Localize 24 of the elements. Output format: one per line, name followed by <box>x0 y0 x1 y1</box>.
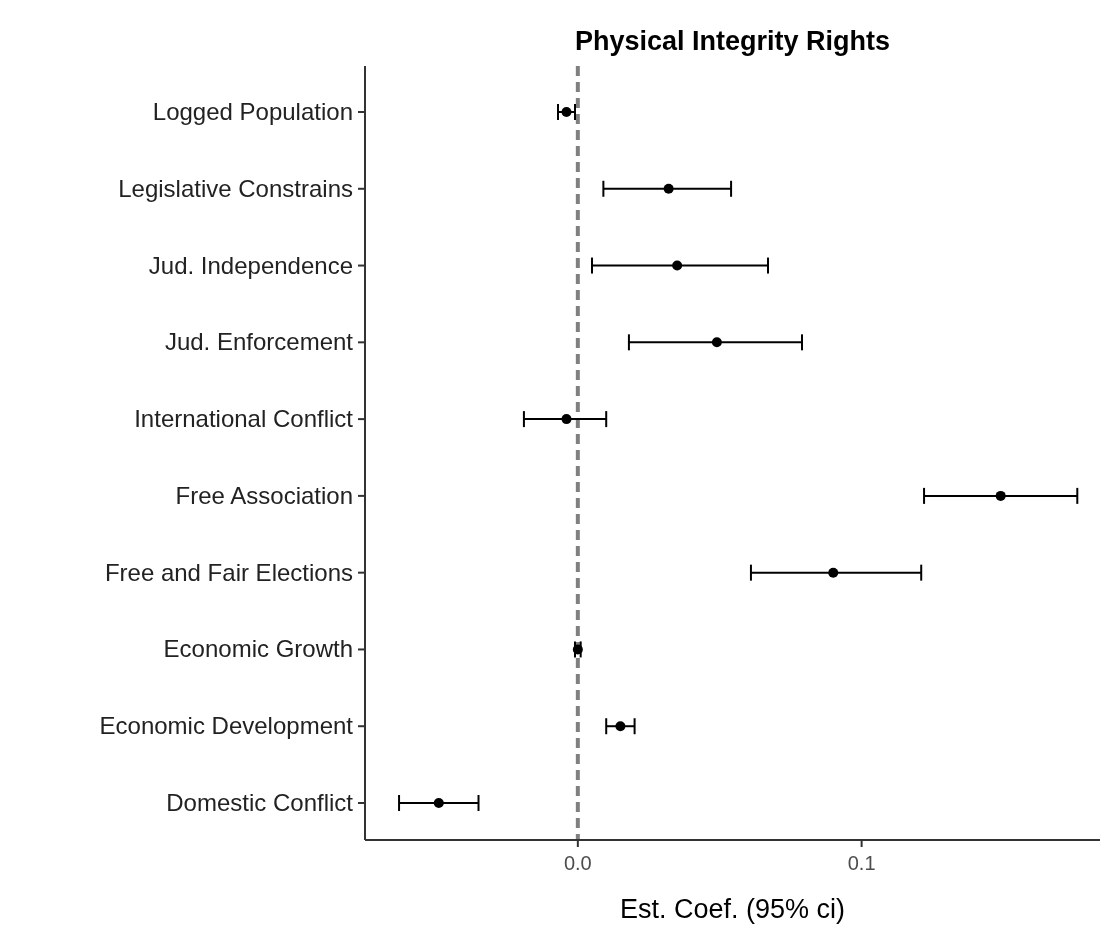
y-tick-label: Legislative Constrains <box>118 174 353 202</box>
y-tick-label: Economic Growth <box>163 635 353 663</box>
y-tick-label: Jud. Independence <box>148 251 353 279</box>
point <box>672 260 683 271</box>
chart-title: Physical Integrity Rights <box>574 26 891 56</box>
point <box>663 183 674 194</box>
point <box>828 567 839 578</box>
point <box>995 490 1006 501</box>
y-tick-label: Domestic Conflict <box>166 789 354 816</box>
y-tick-label: Free Association <box>175 481 353 509</box>
y-tick-label: Free and Fair Elections <box>104 558 353 586</box>
y-tick-label: Logged Population <box>152 98 353 125</box>
x-tick-label: 0.1 <box>847 852 876 874</box>
x-tick-label: 0.0 <box>563 852 592 874</box>
point <box>572 644 583 655</box>
y-tick-label: Jud. Enforcement <box>164 328 354 356</box>
point <box>711 337 722 348</box>
point <box>615 721 626 732</box>
y-tick-label: International Conflict <box>134 405 354 433</box>
y-tick-label: Economic Development <box>99 712 354 740</box>
x-axis-title: Est. Coef. (95% ci) <box>619 894 846 924</box>
point <box>561 107 572 117</box>
point <box>433 798 444 808</box>
point <box>561 414 572 425</box>
